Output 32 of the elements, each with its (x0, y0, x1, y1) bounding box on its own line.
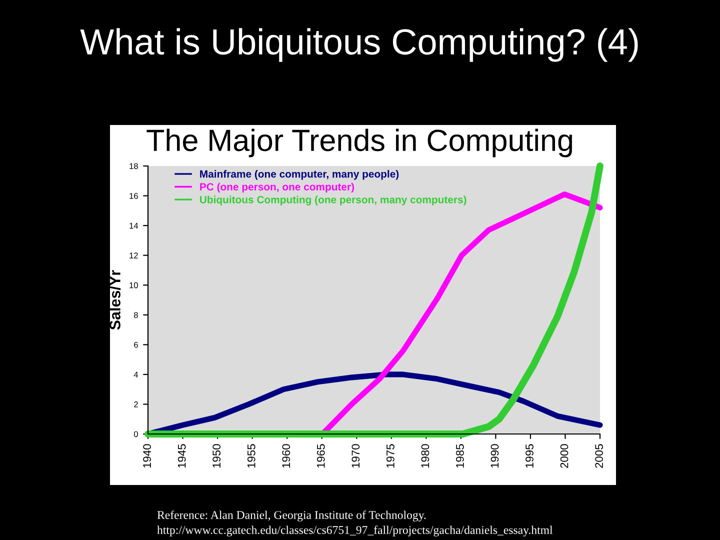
y-tick-label: 8 (134, 312, 138, 318)
y-tick-label: 10 (130, 282, 138, 288)
x-tick-label: 1985 (456, 444, 464, 468)
y-tick-label: 0 (134, 431, 138, 438)
x-tick-label: 1970 (352, 444, 360, 468)
legend-label: Ubiquitous Computing (one person, many computers) (200, 196, 466, 206)
x-tick-label: 1990 (490, 444, 499, 468)
x-tick-label: 1955 (247, 444, 256, 468)
x-tick-label: 2000 (560, 444, 568, 468)
x-tick-label: 1945 (178, 444, 186, 468)
text: Reference: Alan Daniel, Georgia Institute of Technology. (157, 510, 426, 522)
x-tick-label: 1965 (316, 444, 325, 468)
x-tick-label: 1940 (143, 444, 151, 468)
chart-title: What is Ubiquitous Computing? (4) (80, 28, 638, 62)
x-tick-label: 1960 (282, 444, 290, 468)
y-tick-label: 2 (134, 401, 138, 408)
y-tick-label: 14 (130, 222, 138, 229)
y-tick-label: 12 (130, 252, 138, 258)
y-tick-label: 16 (130, 192, 138, 199)
y-tick-label: 4 (134, 372, 138, 378)
chart-subtitle: The Major Trends in Computing (146, 128, 572, 158)
x-tick-label: 1950 (212, 444, 221, 468)
legend-label: PC (one person, one computer) (200, 182, 354, 193)
y-axis-title: Sales/Yr (109, 270, 121, 330)
x-tick-label: 2005 (595, 444, 603, 468)
x-tick-label: 1980 (421, 444, 430, 468)
y-tick-label: 18 (130, 163, 138, 170)
y-tick-label: 6 (134, 342, 138, 348)
x-tick-label: 1975 (386, 444, 394, 468)
legend-label: Mainframe (one computer, many people) (200, 170, 399, 180)
x-tick-label: 1995 (526, 444, 534, 468)
text: http://www.cc.gatech.edu/classes/cs6751_97_fall/projects/gacha/daniels_essay.html (157, 526, 553, 536)
